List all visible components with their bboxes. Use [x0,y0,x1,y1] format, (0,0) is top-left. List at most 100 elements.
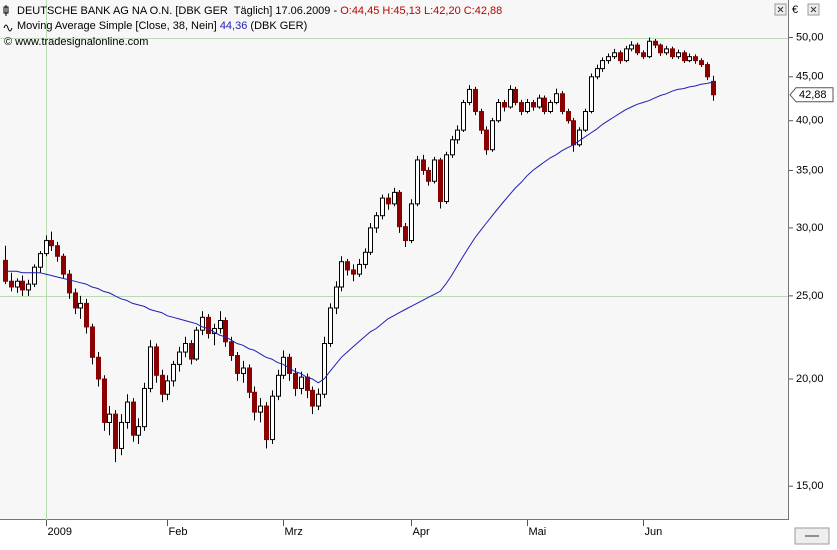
candle-body [206,316,211,334]
candle-icon [3,5,9,16]
candle-body [305,376,310,391]
candle-body [316,393,321,407]
candle-body [334,286,339,309]
candle-body [322,342,327,395]
candle-body [84,302,89,328]
candle-body [125,401,130,423]
candle-body [450,139,455,156]
candle-body [513,88,518,104]
candle-body [397,191,402,228]
candle-body [589,76,594,112]
candle-body [467,88,472,104]
candle-body [670,48,675,58]
candle-body [67,273,72,294]
candle-body [571,120,576,146]
x-tick-label: Feb [169,526,188,538]
candle-body [61,255,66,275]
candle-body [502,102,507,108]
candle-body [484,129,489,151]
plot-area [0,0,789,520]
candle-body [154,346,159,376]
candle-body [531,102,536,108]
candle-body [189,342,194,360]
candle-body [699,60,704,66]
candle-body [119,421,124,449]
ma-icon [3,24,13,32]
candle-body [107,413,112,423]
candle-body [577,129,582,146]
candle-body [241,367,246,374]
candle-body [461,102,466,131]
y-axis-area [789,0,837,520]
y-tick-label: 25,00 [796,290,824,302]
candle-body [542,97,547,112]
candle-body [409,203,414,242]
candle-body [20,280,25,291]
candle-body [374,215,379,229]
candle-body [15,280,20,288]
grid [0,0,788,520]
y-tick-label: 35,00 [796,164,824,176]
y-tick-label: 45,00 [796,71,824,83]
candle-body [299,376,304,389]
x-tick-label: Jun [645,526,663,538]
candle-body [432,159,437,182]
candle-body [160,374,165,395]
candle-body [560,93,565,112]
ma-value: 44,36 [220,20,248,32]
candle-body [426,169,431,182]
candle-body [629,44,634,50]
candle-body [473,88,478,112]
candle-body [293,372,298,389]
candle-body [32,266,37,285]
candle-body [444,154,449,203]
candle-body [171,363,176,382]
candle-body [357,263,362,275]
candle-body [310,389,315,407]
moving-average [5,81,713,384]
title: DEUTSCHE BANK AG NA O.N. [DBK GER Täglic… [17,5,337,17]
candle-body [519,102,524,112]
candle-body [647,40,652,58]
candle-body [711,80,716,96]
ohlc: O:44,45 H:45,13 L:42,20 C:42,88 [340,5,502,17]
y-tick-label: 40,00 [796,115,824,127]
candle-body [235,355,240,374]
candle-body [78,302,83,309]
candle-body [165,380,170,395]
candle-body [386,197,391,205]
candle-body [676,52,681,58]
candle-body [664,48,669,54]
candle-body [3,259,8,282]
candle-body [595,68,600,78]
candle-body [351,269,356,275]
last-price-tag [789,87,834,103]
candle-body [658,44,663,54]
candle-body [705,64,710,78]
candle-body [496,102,501,122]
candle-body [200,316,205,331]
candle-body [38,253,43,268]
candle-body [618,52,623,62]
ma-legend: Moving Average Simple [Close, 38, Nein] … [17,20,307,32]
candle-body [415,159,420,205]
candle-body [113,413,118,449]
candle-body [525,102,530,112]
candle-body [566,110,571,122]
candle-body [368,227,373,253]
ma-suffix: (DBK GER) [250,20,307,32]
candle-body [479,110,484,131]
candle-body [142,387,147,428]
candle-body [606,56,611,62]
candle-body [270,395,275,441]
candle-body [380,197,385,217]
candle-body [287,356,292,374]
x-tick-label: Mai [529,526,547,538]
candle-body [612,52,617,58]
candle-body [693,56,698,62]
last-price-label: 42,88 [799,89,827,101]
candle-body [403,226,408,242]
candle-body [624,48,629,62]
candle-body [252,391,257,413]
x-tick-label: 2009 [48,526,72,538]
